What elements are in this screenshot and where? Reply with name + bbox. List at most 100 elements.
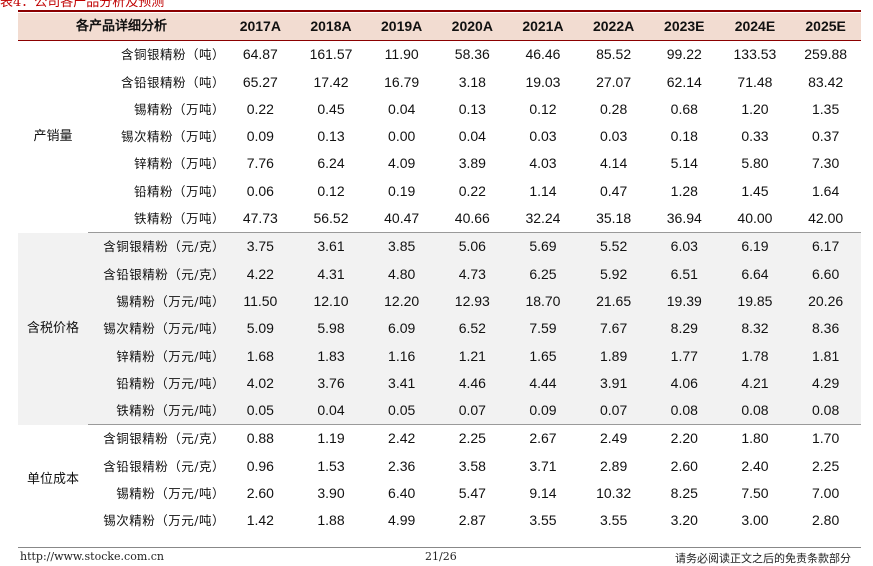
value-cell: 3.18 xyxy=(458,73,486,90)
value-cell: 83.42 xyxy=(808,73,844,90)
value-cell: 0.47 xyxy=(600,182,628,199)
table-row: 产销量 含铜银精粉（吨） 64.87 161.57 11.90 58.36 46.46 85.… xyxy=(18,41,861,144)
value-cell: 5.47 xyxy=(458,485,486,502)
value-cell: 0.06 xyxy=(246,182,274,199)
value-cell: 4.03 xyxy=(529,155,557,172)
value-cell: 0.04 xyxy=(388,100,416,117)
value-cell: 1.80 xyxy=(741,430,769,447)
table-row: 含税价格 含铜银精粉（元/克） 3.75 3.61 3.85 5.06 5.69 5.52 6.… xyxy=(18,232,861,425)
table-row: 含铅银精粉（元/克） 0.96 1.53 2.36 3.58 3.71 2.89 2.60 2.… xyxy=(18,453,861,480)
value-cell: 32.24 xyxy=(507,205,579,234)
footer-rule xyxy=(18,547,861,548)
value-cell: 133.53 xyxy=(733,46,777,63)
table-row: 含铅银精粉（吨） 65.27 17.42 16.79 3.18 19.03 27.07 62.… xyxy=(18,69,861,96)
value-cell: 4.44 xyxy=(507,369,579,398)
value-cell: 4.31 xyxy=(295,260,367,288)
value-cell: 8.36 xyxy=(790,315,861,343)
value-cell: 6.40 xyxy=(388,485,416,502)
value-cell: 1.45 xyxy=(741,182,769,199)
value-cell: 3.00 xyxy=(741,512,769,529)
value-cell: 36.94 xyxy=(648,205,720,234)
value-cell: 3.55 xyxy=(529,512,557,529)
item-label: 锡次精粉（万吨） xyxy=(121,129,226,145)
table-row: 锡精粉（万元/吨） 2.60 3.90 6.40 5.47 9.14 10.32 8.25 7.… xyxy=(18,480,861,507)
value-cell: 4.02 xyxy=(225,369,296,398)
value-cell: 1.81 xyxy=(790,342,861,370)
value-cell: 2.20 xyxy=(670,430,698,447)
value-cell: 47.73 xyxy=(225,205,296,234)
value-cell: 62.14 xyxy=(666,73,702,90)
value-cell: 5.69 xyxy=(507,232,579,261)
value-cell: 99.22 xyxy=(666,46,702,63)
value-cell: 0.12 xyxy=(529,100,557,117)
year-header: 2021A xyxy=(507,13,579,42)
value-cell: 2.40 xyxy=(741,457,769,474)
item-label: 铁精粉（万元/吨） xyxy=(88,397,226,426)
value-cell: 11.50 xyxy=(225,287,296,316)
value-cell: 7.50 xyxy=(741,485,769,502)
value-cell: 6.03 xyxy=(648,232,720,261)
year-header: 2024E xyxy=(719,13,791,42)
value-cell: 0.28 xyxy=(600,100,628,117)
value-cell: 20.26 xyxy=(790,287,861,316)
value-cell: 0.13 xyxy=(317,128,345,145)
value-cell: 6.51 xyxy=(648,260,720,288)
year-header: 2017A xyxy=(225,13,296,42)
value-cell: 1.21 xyxy=(436,342,508,370)
item-label: 含铅银精粉（元/克） xyxy=(88,260,226,288)
value-cell: 1.65 xyxy=(507,342,579,370)
year-header: 2018A xyxy=(295,13,367,42)
table-row: 铁精粉（万元/吨） 0.05 0.04 0.05 0.07 0.09 0.07 0.08 0.0… xyxy=(18,397,861,426)
value-cell: 0.68 xyxy=(670,100,698,117)
value-cell: 0.22 xyxy=(246,100,274,117)
value-cell: 64.87 xyxy=(242,46,278,63)
value-cell: 4.80 xyxy=(366,260,437,288)
value-cell: 6.24 xyxy=(317,155,345,172)
forecast-table: 各产品详细分析 2017A 2018A 2019A 2020A 2021A 20… xyxy=(18,13,861,535)
table-row: 锡次精粉（万元/吨） 1.42 1.88 4.99 2.87 3.55 3.55 3.20 3.… xyxy=(18,507,861,534)
value-cell: 2.80 xyxy=(812,512,840,529)
table-row: 铅精粉（万吨） 0.06 0.12 0.19 0.22 1.14 0.47 1.28 1.45 1… xyxy=(18,178,861,205)
value-cell: 19.85 xyxy=(719,287,791,316)
value-cell: 0.05 xyxy=(366,397,437,426)
value-cell: 0.09 xyxy=(246,128,274,145)
value-cell: 1.88 xyxy=(317,512,345,529)
value-cell: 0.96 xyxy=(246,457,274,474)
value-cell: 3.89 xyxy=(458,155,486,172)
item-label: 铁精粉（万吨） xyxy=(88,205,226,234)
value-cell: 5.92 xyxy=(578,260,649,288)
table-header-row: 各产品详细分析 2017A 2018A 2019A 2020A 2021A 20… xyxy=(18,13,861,42)
value-cell: 0.03 xyxy=(600,128,628,145)
value-cell: 3.75 xyxy=(225,232,296,261)
value-cell: 0.13 xyxy=(458,100,486,117)
value-cell: 0.45 xyxy=(317,100,345,117)
value-cell: 6.60 xyxy=(790,260,861,288)
value-cell: 1.70 xyxy=(812,430,840,447)
value-cell: 0.08 xyxy=(719,397,791,426)
table-row: 锌精粉（万元/吨） 1.68 1.83 1.16 1.21 1.65 1.89 1.77 1.7… xyxy=(18,342,861,370)
year-header: 2020A xyxy=(436,13,508,42)
value-cell: 4.22 xyxy=(225,260,296,288)
value-cell: 1.20 xyxy=(741,100,769,117)
table-row: 含铅银精粉（元/克） 4.22 4.31 4.80 4.73 6.25 5.92 6.51 6.… xyxy=(18,260,861,288)
value-cell: 40.47 xyxy=(366,205,437,234)
item-label: 锡精粉（万元/吨） xyxy=(88,287,226,316)
value-cell: 3.20 xyxy=(670,512,698,529)
value-cell: 0.07 xyxy=(578,397,649,426)
value-cell: 2.60 xyxy=(246,485,274,502)
value-cell: 0.18 xyxy=(670,128,698,145)
footer-url: http://www.stocke.com.cn xyxy=(20,550,164,563)
item-label: 含铜银精粉（元/克） xyxy=(88,232,226,261)
group-label: 单位成本 xyxy=(26,472,79,488)
table-row: 铁精粉（万吨） 47.73 56.52 40.47 40.66 32.24 35.18 36.… xyxy=(18,205,861,234)
table-body: 产销量 含铜银精粉（吨） 64.87 161.57 11.90 58.36 46.46 85.… xyxy=(18,41,861,535)
value-cell: 3.91 xyxy=(578,369,649,398)
value-cell: 35.18 xyxy=(578,205,649,234)
value-cell: 12.93 xyxy=(436,287,508,316)
value-cell: 7.76 xyxy=(246,155,274,172)
value-cell: 42.00 xyxy=(790,205,861,234)
value-cell: 1.14 xyxy=(529,182,557,199)
value-cell: 4.46 xyxy=(436,369,508,398)
value-cell: 161.57 xyxy=(309,46,353,63)
value-cell: 5.52 xyxy=(578,232,649,261)
